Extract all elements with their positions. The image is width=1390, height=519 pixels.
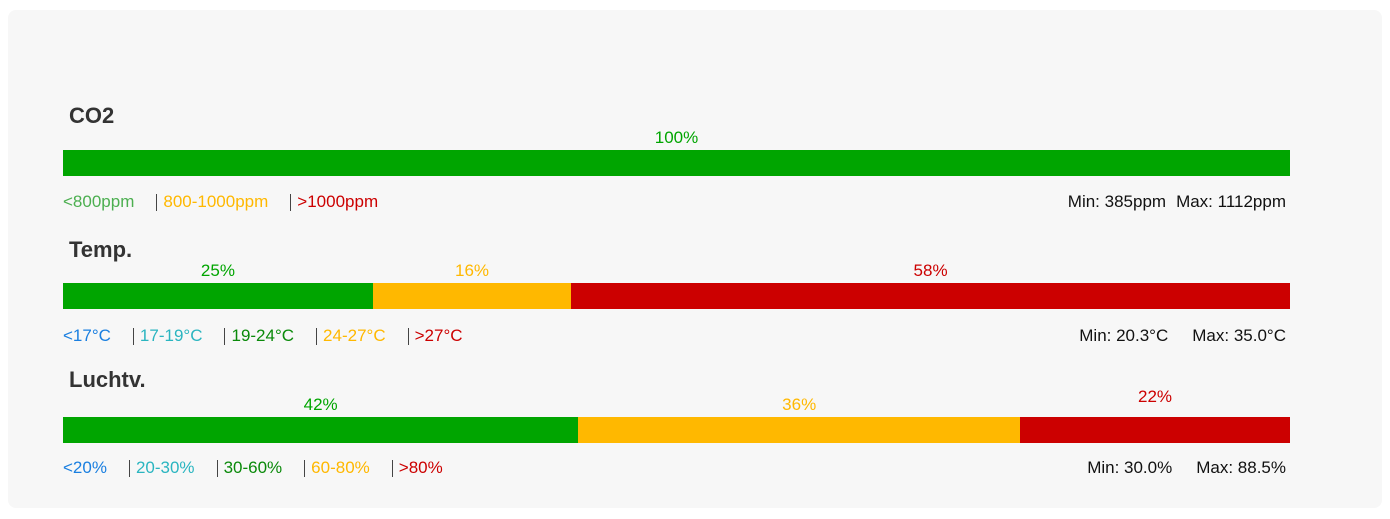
segment-label: 100% — [654, 128, 699, 147]
legend-separator — [391, 459, 393, 477]
bar-segment — [63, 283, 373, 309]
segment-label: 58% — [913, 261, 948, 280]
legend-separator — [290, 193, 292, 211]
min-value: Min: 30.0% — [1087, 458, 1173, 477]
segment-label: 16% — [454, 261, 490, 280]
min-value: Min: 385ppm — [1067, 192, 1167, 211]
legend-separator — [128, 459, 130, 477]
stacked-bar — [63, 283, 1290, 309]
min-max: Min: 385ppm Max: 1112ppm — [1068, 192, 1286, 212]
legend-item: >27°C — [414, 326, 463, 345]
legend-item: 800-1000ppm — [163, 192, 269, 211]
legend-separator — [132, 327, 134, 345]
max-value: Max: 35.0°C — [1192, 326, 1286, 345]
segment-label: 25% — [200, 261, 235, 280]
bar-segment — [63, 150, 1290, 176]
section-title: Temp. — [69, 237, 133, 262]
legend-separator — [156, 193, 158, 211]
legend: <17°C 17-19°C 19-24°C 24-27°C >27°C — [63, 326, 463, 346]
section-title: CO2 — [69, 103, 115, 128]
legend: <20% 20-30% 30-60% 60-80% >80% — [63, 458, 443, 478]
legend: <800ppm 800-1000ppm >1000ppm — [63, 192, 378, 212]
legend-item: 20-30% — [135, 458, 195, 477]
legend-separator — [407, 327, 409, 345]
min-max: Min: 20.3°C Max: 35.0°C — [1079, 326, 1286, 346]
legend-separator — [304, 459, 306, 477]
max-value: Max: 88.5% — [1196, 458, 1286, 477]
legend-item: 30-60% — [223, 458, 283, 477]
legend-item: <17°C — [63, 326, 111, 345]
stacked-bar — [63, 417, 1290, 443]
section-title: Luchtv. — [69, 367, 146, 392]
legend-item: >1000ppm — [297, 192, 379, 211]
card: CO2 100% <800ppm 800-1000ppm >1000ppm Min: 38… — [8, 10, 1382, 508]
bar-segment — [571, 283, 1290, 309]
legend-item: 19-24°C — [231, 326, 295, 345]
segment-label: 22% — [1138, 387, 1173, 406]
stacked-bar — [63, 150, 1290, 176]
legend-item: >80% — [398, 458, 443, 477]
legend-item: 60-80% — [311, 458, 370, 477]
legend-item: <20% — [63, 458, 107, 477]
bar-segment — [578, 417, 1021, 443]
segment-label: 42% — [303, 395, 338, 414]
legend-separator — [316, 327, 318, 345]
bar-segment — [63, 417, 579, 443]
segment-label: 36% — [782, 395, 817, 414]
max-value: Max: 1112ppm — [1176, 192, 1286, 211]
min-value: Min: 20.3°C — [1079, 326, 1169, 345]
legend-separator — [216, 459, 218, 477]
legend-item: 24-27°C — [323, 326, 386, 345]
bar-segment — [1020, 417, 1290, 443]
legend-item: 17-19°C — [139, 326, 203, 345]
legend-item: <800ppm — [63, 192, 135, 211]
legend-separator — [224, 327, 226, 345]
bar-segment — [372, 283, 572, 309]
min-max: Min: 30.0% Max: 88.5% — [1087, 458, 1286, 478]
